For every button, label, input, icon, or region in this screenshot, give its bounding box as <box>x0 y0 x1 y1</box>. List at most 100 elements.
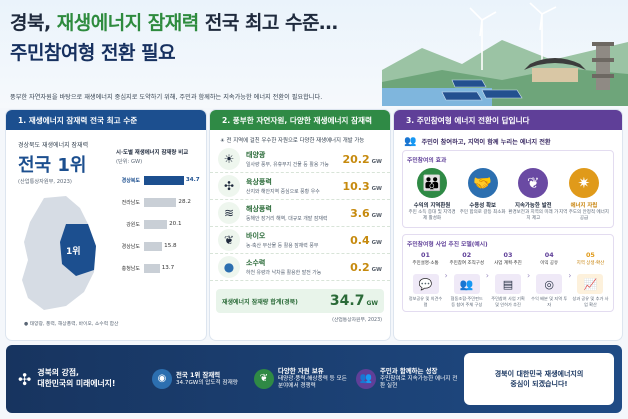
step-desc: 수익 배분 및 지역 투자 <box>531 296 568 307</box>
panel1-heading: 1. 재생에너지 잠재력 전국 최고 수준 <box>6 110 206 130</box>
panel3-intro-text: 주민이 참여하고, 지역이 함께 누리는 에너지 전환 <box>421 139 551 146</box>
people-icon: 👥 <box>404 136 417 147</box>
footer-item-desc: 34.7GW의 압도적 잠재량 <box>176 379 238 386</box>
bar-value-label: 13.7 <box>161 265 175 271</box>
map-rank-badge: 1위 <box>66 247 81 257</box>
effect-name: 에너지 자립 <box>570 203 598 209</box>
slogan-line-1: 경북의 강점, <box>37 368 79 378</box>
source-value-number: 0.4 <box>350 233 370 247</box>
bar <box>144 242 163 251</box>
gyeongbuk-region <box>60 224 96 276</box>
source-name: 육상풍력 <box>246 178 272 186</box>
step-number: 04 <box>544 251 554 260</box>
effect-item: 👪 수익의 지역환원 주민 소득 증대 및 지역경제 활성화 <box>407 168 457 222</box>
bar-value-label: 15.8 <box>164 243 177 249</box>
effect-item: ❦ 지속가능한 발전 환경보전과 지역의 미래 가치 제고 <box>508 168 558 222</box>
effect-desc: 지역 주도의 안정적 에너지 공급 <box>559 210 609 222</box>
closing-line-2: 중심이 되겠습니다! <box>510 380 568 388</box>
effect-name: 지속가능한 발전 <box>515 203 552 209</box>
bar-value-label: 20.1 <box>169 221 182 227</box>
source-desc: 하천 유량과 낙차를 활용한 발전 가능 <box>246 270 322 276</box>
arrow-right-icon: › <box>526 271 531 281</box>
footer-slogan: ✣ 경북의 강점, 대한민국의 미래에너지! <box>6 368 142 389</box>
total-label: 재생에너지 잠재량 합계(경북) <box>222 298 298 306</box>
hero-banner: 경북, 재생에너지 잠재력 전국 최고 수준… 주민참여형 전환 필요 풍부한 … <box>0 0 628 108</box>
bar <box>144 264 160 273</box>
step-desc: 협동조합·주민펀드 등 참여 주체 구성 <box>450 296 483 307</box>
source-desc: 동해안 장거리 해역, 대규모 개발 잠재력 <box>246 216 328 222</box>
page-title: 경북, 재생에너지 잠재력 전국 최고 수준… <box>10 8 338 35</box>
source-unit: GW <box>371 239 382 246</box>
chart-note: ● 태양광, 풍력, 해상풍력, 바이오, 소수력 합산 <box>24 322 119 327</box>
bulb-icon: ✷ <box>568 168 599 198</box>
handshake-icon: 🤝 <box>467 168 498 198</box>
source-list: ☀ 태양광 일사량 풍부, 유휴부지 건물 등 활용 가능 20.2 GW ✣ 육상… <box>210 146 390 281</box>
step-number: 01 <box>421 251 430 260</box>
effects-box: 주민참여의 효과 👪 수익의 지역환원 주민 소득 증대 및 지역경제 활성화 🤝 수… <box>402 150 614 229</box>
slogan-line-2: 대한민국의 미래에너지! <box>37 379 116 388</box>
bar <box>144 220 168 229</box>
coins-icon: ◎ <box>536 274 563 295</box>
wind-turbines-graphic <box>469 2 557 70</box>
effect-name: 수용성 확보 <box>469 203 496 209</box>
panel-potential-rank: 1. 재생에너지 잠재력 전국 최고 수준 경상북도 재생에너지 잠재력 전국 … <box>6 110 206 340</box>
panel3-heading: 3. 주민참여형 에너지 전환이 답입니다 <box>394 110 622 130</box>
stone-pagoda-graphic <box>592 42 614 90</box>
footer-item-title: 주민과 함께하는 성장 <box>380 367 438 376</box>
model-title: 주민참여형 사업 추진 모델(예시) <box>407 242 488 249</box>
total-value: 34.7 GW <box>330 293 378 309</box>
total-value-number: 34.7 <box>329 293 365 309</box>
source-value: 10.3 GW <box>342 180 382 193</box>
rank-value: 전국 1위 <box>18 155 87 176</box>
lead-text: 풍부한 자연자원을 바탕으로 재생에너지 중심지로 도약하기 위해, 주민과 함… <box>10 94 323 101</box>
leaf-icon: ❦ <box>218 229 240 251</box>
effect-desc: 환경보전과 지역의 미래 가치 제고 <box>508 210 559 222</box>
source-value-number: 3.6 <box>350 206 370 220</box>
water-drop-icon: ● <box>218 256 240 278</box>
sun-icon: ☀ <box>218 148 240 170</box>
landscape-illustration <box>382 2 628 106</box>
bar-category-label: 충청남도 <box>121 266 140 272</box>
people-icon: 👥 <box>356 368 376 389</box>
source-name: 소수력 <box>246 259 266 267</box>
source-desc: 농·축산 부산물 등 활용 잠재력 풍부 <box>246 243 319 249</box>
source-value: 0.4 GW <box>350 234 382 247</box>
source-value-number: 20.2 <box>342 152 370 166</box>
step-label: 사업 계획·추진 <box>494 261 522 267</box>
growth-icon: 📈 <box>577 274 604 295</box>
source-row-bio: ❦ 바이오 농·축산 부산물 등 활용 잠재력 풍부 0.4 GW <box>210 227 390 254</box>
title-part-rest: 전국 최고 수준… <box>198 12 338 34</box>
meeting-icon: 💬 <box>412 274 439 295</box>
bar-category-label: 전라남도 <box>121 200 140 206</box>
source-unit: GW <box>371 266 382 273</box>
effect-name: 수익의 지역환원 <box>413 203 451 209</box>
rank-source: (산업통상자원부, 2023) <box>18 179 72 185</box>
hanok-house-graphic <box>524 58 586 82</box>
footer-item-desc: 태양광·풍력·해상풍력 등 모든 분야에서 경쟁력 <box>278 375 347 390</box>
closing-line-1: 경북이 대한민국 재생에너지의 <box>494 369 584 378</box>
title-part-highlight: 재생에너지 잠재력 <box>56 12 199 34</box>
bar-category-label: 경상남도 <box>121 244 140 250</box>
korea-map <box>22 196 96 310</box>
arrow-right-icon: › <box>444 271 448 281</box>
source-value-number: 10.3 <box>342 179 370 193</box>
step-label: 주민설명·소통 <box>412 261 439 267</box>
arrow-right-icon: › <box>485 271 489 281</box>
leaf-icon: ❦ <box>254 368 274 389</box>
model-step: 01 주민설명·소통 💬 정보공유 및 의견수렴 <box>407 251 444 307</box>
arrow-right-icon: › <box>568 271 572 281</box>
source-name: 해상풍력 <box>246 205 272 213</box>
effects-title: 주민참여의 효과 <box>407 158 447 164</box>
model-step: 02 주민참여 조직구성 👥 협동조합·주민펀드 등 참여 주체 구성 <box>448 251 485 307</box>
panel2-source: (산업통상자원부, 2023) <box>332 318 382 323</box>
footer-item-title: 전국 1위 잠재력 <box>176 370 221 379</box>
effect-item: 🤝 수용성 확보 주민 합의로 갈등 최소화 <box>458 168 508 222</box>
people-icon: 👪 <box>417 168 447 198</box>
source-value-number: 0.2 <box>350 260 370 274</box>
model-box: 주민참여형 사업 추진 모델(예시) 01 주민설명·소통 💬 정보공유 및 의견수렴… <box>402 234 614 313</box>
effect-item: ✷ 에너지 자립 지역 주도의 안정적 에너지 공급 <box>559 168 609 222</box>
chart-title: 시·도별 재생에너지 잠재량 비교 <box>116 150 189 156</box>
panel2-intro-text: 전 지역에 걸친 우수한 자원으로 다양한 재생에너지 개발 가능 <box>226 138 365 144</box>
panel-natural-resources: 2. 풍부한 자연자원, 다양한 재생에너지 잠재력 ☀ 전 지역에 걸친 우수… <box>210 110 390 340</box>
